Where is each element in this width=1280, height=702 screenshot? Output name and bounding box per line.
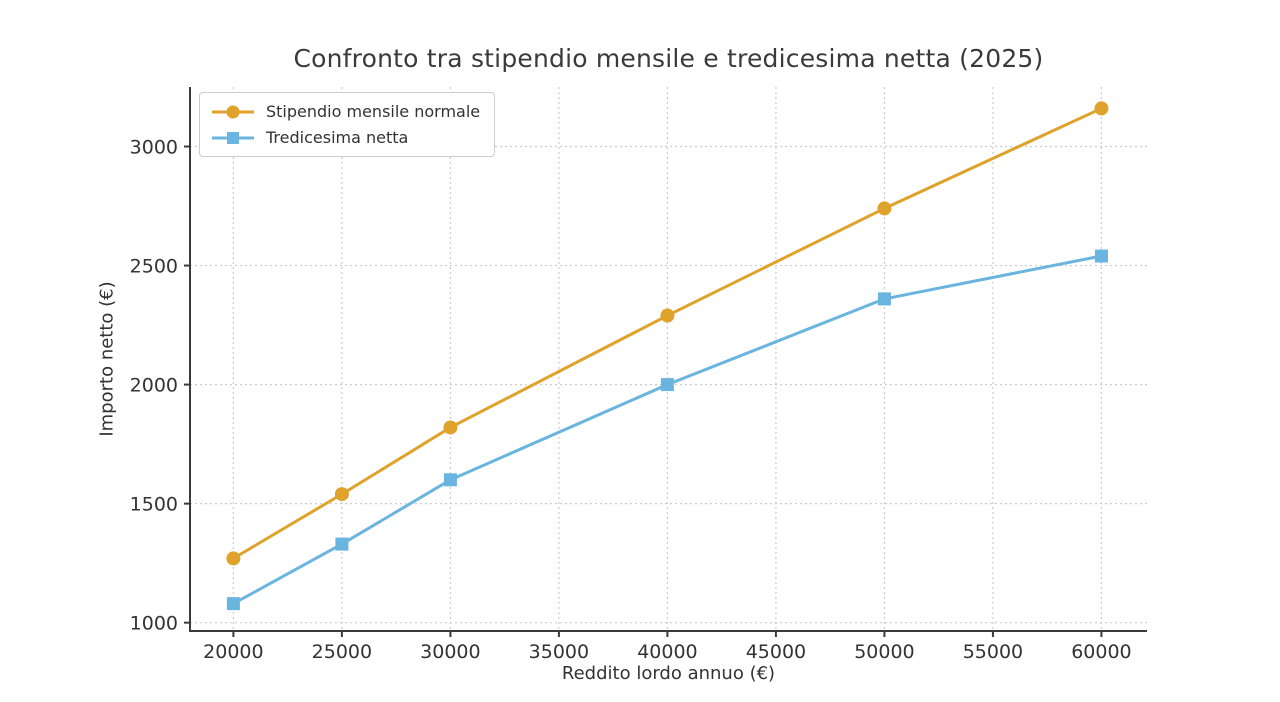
- chart-title: Confronto tra stipendio mensile e tredic…: [293, 44, 1044, 73]
- legend-marker-circle-icon: [212, 105, 254, 118]
- legend: Stipendio mensile normale Tredicesima ne…: [199, 92, 496, 157]
- series-line-1: [231, 254, 1103, 606]
- x-tick-label: 20000: [203, 641, 263, 663]
- y-tick-label: 1000: [130, 613, 178, 635]
- data-point-square: [443, 473, 457, 487]
- data-point-square: [877, 292, 891, 306]
- x-tick-label: 25000: [312, 641, 372, 663]
- x-axis-label: Reddito lordo annuo (€): [561, 663, 776, 684]
- x-tick-label: 55000: [963, 641, 1023, 663]
- data-point-circle: [443, 420, 458, 435]
- data-point-circle: [334, 487, 349, 502]
- data-point-square: [226, 597, 240, 611]
- legend-item-tredicesima: Tredicesima netta: [210, 128, 480, 147]
- x-tick-label: 30000: [420, 641, 480, 663]
- x-tick-label: 40000: [637, 641, 697, 663]
- data-point-circle: [877, 201, 892, 216]
- data-point-square: [660, 378, 674, 392]
- x-tick-label: 50000: [854, 641, 914, 663]
- legend-item-stipendio: Stipendio mensile normale: [210, 102, 480, 121]
- data-point-square: [1094, 249, 1108, 263]
- data-point-circle: [226, 551, 241, 566]
- data-point-circle: [1094, 101, 1109, 116]
- y-tick-label: 2000: [130, 375, 178, 397]
- y-tick-label: 3000: [130, 137, 178, 159]
- series-line-0: [231, 106, 1103, 560]
- legend-label-stipendio: Stipendio mensile normale: [266, 102, 481, 121]
- x-tick-label: 45000: [746, 641, 806, 663]
- x-tick-label: 60000: [1071, 641, 1131, 663]
- y-tick-label: 1500: [130, 494, 178, 516]
- legend-label-tredicesima: Tredicesima netta: [266, 128, 409, 147]
- x-tick-label: 35000: [529, 641, 589, 663]
- legend-marker-square-icon: [212, 131, 254, 144]
- y-tick-label: 2500: [130, 256, 178, 278]
- data-point-square: [335, 537, 349, 551]
- data-point-circle: [660, 308, 675, 323]
